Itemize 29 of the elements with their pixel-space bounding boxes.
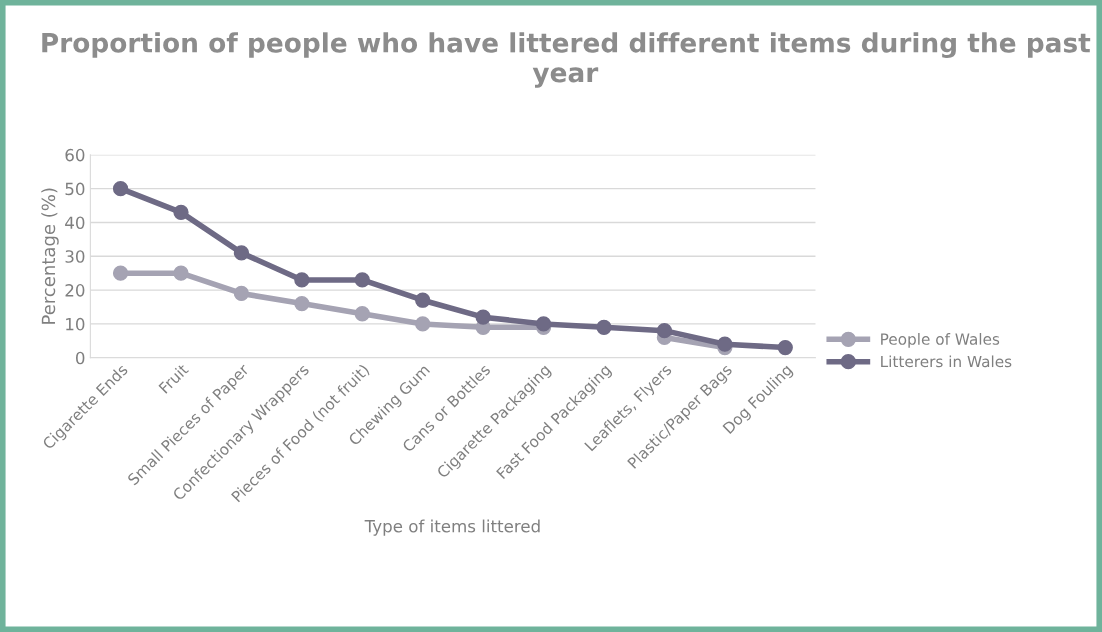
point (475, 309, 491, 325)
y-tick-label: 10 (66, 317, 85, 331)
point (354, 272, 370, 288)
point (294, 295, 310, 312)
point (173, 265, 189, 281)
point (415, 316, 431, 332)
point (777, 339, 793, 356)
point (596, 319, 612, 335)
y-tick-label: 0 (76, 351, 85, 365)
point (173, 204, 189, 220)
chart-title: Proportion of people who have littered different items during the past year (42, 32, 1091, 88)
y-tick-label: 50 (65, 182, 85, 196)
y-tick-label: 30 (65, 250, 85, 263)
point (354, 306, 370, 322)
point (415, 292, 431, 308)
y-tick-label: 20 (65, 284, 85, 297)
y-tick-label: 40 (65, 216, 85, 230)
legend-label: Litterers in Wales (881, 355, 1012, 368)
point (717, 336, 733, 352)
y-tick-label: 60 (65, 148, 85, 162)
point (656, 323, 673, 339)
point (233, 245, 250, 261)
x-axis-title: Type of items littered (364, 519, 540, 536)
point (233, 285, 250, 302)
legend-label: People of Wales (881, 333, 1000, 348)
point (112, 181, 129, 197)
y-axis-title: Percentage (%) (41, 188, 59, 324)
point (294, 272, 310, 288)
point (112, 265, 129, 281)
